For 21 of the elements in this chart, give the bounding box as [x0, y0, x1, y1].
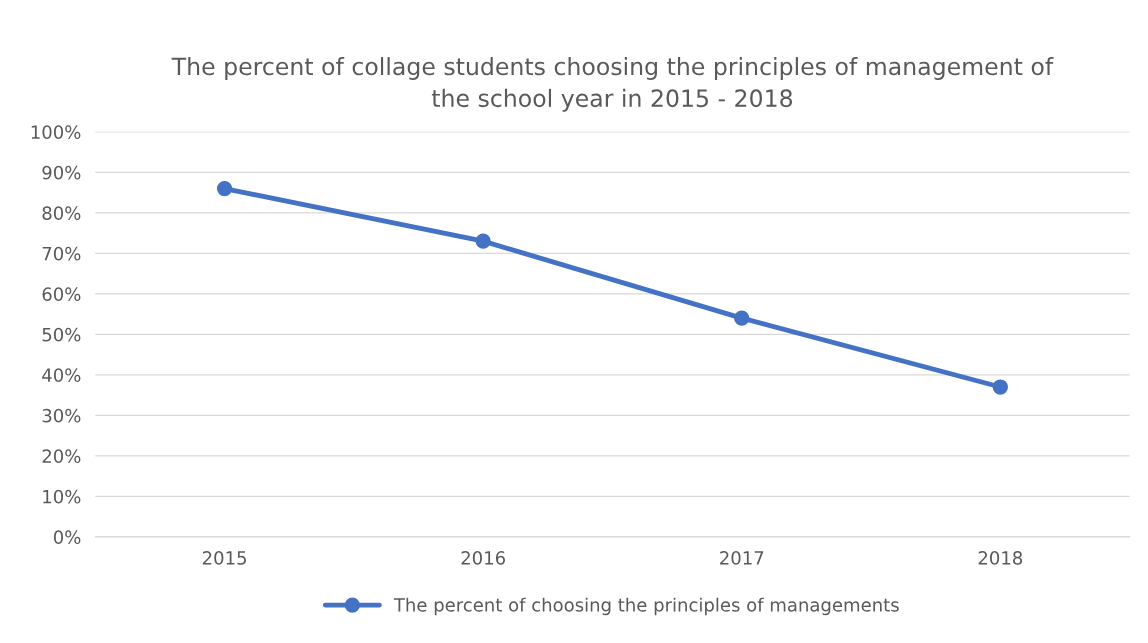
legend-label: The percent of choosing the principles of managements	[393, 597, 899, 616]
y-tick-label: 30%	[42, 408, 81, 423]
point	[992, 379, 1008, 395]
y-tick-label: 70%	[42, 246, 81, 261]
y-tick-label: 40%	[42, 368, 81, 382]
y-tick-label: 60%	[42, 287, 81, 301]
point	[475, 233, 491, 249]
y-tick-label: 20%	[42, 449, 81, 463]
x-tick-label: 2017	[720, 551, 764, 565]
y-tick-label: 80%	[42, 206, 81, 220]
y-tick-label: 100%	[31, 125, 81, 139]
y-tick-label: 50%	[42, 327, 81, 342]
x-tick-label: 2015	[202, 551, 246, 565]
y-tick-label: 90%	[42, 165, 81, 180]
x-tick-label: 2016	[461, 551, 505, 565]
y-tick-label: 0%	[53, 530, 81, 545]
y-tick-label: 10%	[43, 489, 81, 504]
point	[216, 180, 233, 197]
chart-title: The percent of collage students choosing the principles of management of the school year in 2015 - 2018	[171, 57, 1054, 112]
x-tick-label: 2018	[978, 551, 1023, 565]
point	[734, 310, 750, 326]
